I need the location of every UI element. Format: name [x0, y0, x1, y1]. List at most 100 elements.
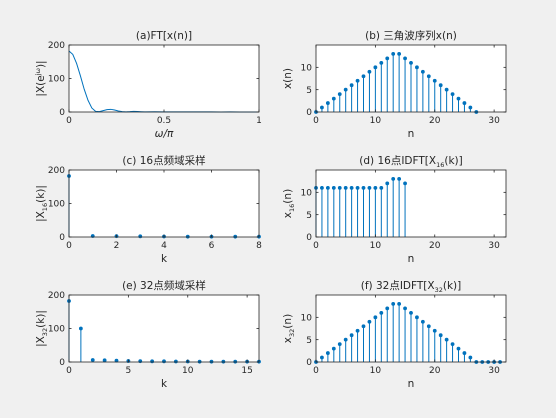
stem-marker	[385, 181, 390, 186]
stem-marker	[78, 326, 83, 331]
x-tick-label: 0	[313, 116, 319, 126]
stem-marker	[397, 177, 402, 181]
stem-marker	[90, 358, 95, 362]
stem-marker	[462, 101, 467, 105]
x-axis-label: ω/π	[155, 128, 174, 140]
stem-marker	[450, 92, 455, 97]
stem-marker	[162, 359, 166, 364]
y-axis-label: x(n)	[282, 68, 294, 89]
x-tick-label: 30	[488, 116, 500, 126]
stem-marker	[379, 310, 384, 315]
stem-marker	[320, 105, 324, 110]
subplot-title: (d) 16点IDFT[X16(k)]	[359, 155, 462, 169]
stem-marker	[468, 355, 473, 360]
y-tick-label: 200	[48, 166, 65, 176]
y-tick-label: 10	[301, 64, 313, 74]
stem-marker	[320, 355, 324, 360]
x-tick-label: 10	[182, 366, 194, 376]
x-axis-label: n	[408, 378, 415, 390]
stem-marker	[361, 324, 366, 329]
stem-marker	[420, 319, 425, 324]
stem-marker	[337, 92, 342, 97]
x-tick-label: 30	[488, 241, 500, 251]
x-axis-label: n	[408, 253, 415, 265]
x-axis-label: k	[161, 378, 168, 390]
stem-marker	[379, 185, 384, 190]
stem-marker	[102, 358, 107, 363]
subplot-a: 0 0.5 1 0 100 200 (a)FT[x(n)] ω/π |X(ejω)|	[34, 30, 262, 140]
stem-marker	[337, 185, 342, 190]
x-tick-label: 6	[209, 241, 215, 251]
stem-marker	[438, 333, 443, 338]
stem-marker	[343, 87, 348, 92]
y-axis-label: x16(n)	[282, 189, 296, 218]
stem-marker	[367, 185, 372, 190]
x-tick-label: 10	[370, 366, 382, 376]
stem-marker	[331, 346, 336, 351]
stem-marker	[373, 315, 378, 320]
plot-area	[69, 295, 259, 362]
subplot-d: 0 10 20 30 0 5 10 (d) 16点IDFT[X16(k)] n x16(n)	[282, 155, 507, 265]
x-axis-label: n	[408, 128, 415, 140]
stem-marker	[349, 185, 354, 190]
y-tick-label: 200	[48, 41, 65, 51]
stem-marker	[438, 83, 443, 88]
stem-marker	[373, 185, 378, 190]
stem-marker	[444, 337, 449, 342]
stem-marker	[397, 302, 402, 306]
x-tick-label: 0	[313, 366, 319, 376]
stem-marker	[325, 351, 330, 355]
subplot-title: (e) 32点频域采样	[122, 279, 206, 292]
axes-box	[315, 294, 507, 363]
stem-marker	[367, 69, 372, 74]
axes-box	[315, 169, 507, 238]
x-tick-label: 0	[66, 241, 72, 251]
stem-marker	[403, 181, 407, 186]
x-tick-label: 0	[313, 241, 319, 251]
stem-marker	[138, 234, 143, 239]
stem-marker	[409, 60, 413, 65]
x-tick-label: 20	[429, 366, 441, 376]
stem-marker	[150, 359, 155, 364]
stem-marker	[343, 337, 348, 342]
stem-marker	[456, 346, 461, 351]
x-tick-label: 8	[256, 241, 262, 251]
stem-marker	[444, 87, 449, 92]
stem-marker	[403, 56, 407, 61]
stem-marker	[426, 324, 431, 329]
y-tick-label: 5	[306, 336, 312, 346]
y-tick-label: 0	[59, 233, 65, 243]
x-axis-label: k	[161, 253, 168, 265]
stem-marker	[426, 74, 431, 79]
stem-marker	[373, 65, 378, 70]
stem-marker	[391, 52, 396, 56]
y-tick-label: 0	[306, 358, 312, 368]
stem-marker	[391, 302, 396, 306]
stem-marker	[409, 310, 413, 315]
stem-marker	[468, 105, 473, 110]
y-tick-label: 200	[48, 291, 65, 301]
subplot-f: 0 10 20 30 0 5 10 (f) 32点IDFT[X32(k)] n x32(n)	[282, 280, 507, 390]
plot-area	[316, 170, 506, 237]
stem-marker	[379, 60, 384, 65]
y-tick-label: 100	[48, 75, 65, 85]
stem-marker	[325, 185, 330, 190]
y-tick-label: 100	[48, 325, 65, 335]
y-tick-label: 0	[59, 108, 65, 118]
y-tick-label: 0	[59, 358, 65, 368]
y-axis-label: x32(n)	[282, 314, 296, 343]
stem-marker	[343, 185, 348, 190]
stem-marker	[349, 83, 354, 88]
stem-marker	[355, 328, 360, 333]
axes-box	[315, 44, 507, 113]
x-tick-label: 30	[488, 366, 500, 376]
stem-marker	[355, 185, 360, 190]
x-tick-label: 10	[370, 116, 382, 126]
stem-marker	[367, 319, 372, 324]
y-axis-label: |X16(k)|	[35, 185, 49, 222]
subplot-b: 0 10 20 30 0 5 10 (b) 三角波序列x(n) n x(n)	[282, 29, 507, 140]
y-tick-label: 100	[48, 200, 65, 210]
stem-marker	[385, 56, 390, 61]
x-tick-label: 0	[66, 366, 72, 376]
